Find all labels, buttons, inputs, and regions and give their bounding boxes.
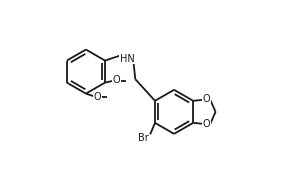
Text: O: O bbox=[203, 94, 210, 104]
Text: HN: HN bbox=[120, 54, 134, 64]
Text: O: O bbox=[113, 75, 121, 85]
Text: O: O bbox=[94, 92, 101, 102]
Text: O: O bbox=[203, 119, 210, 129]
Text: Br: Br bbox=[138, 133, 148, 143]
